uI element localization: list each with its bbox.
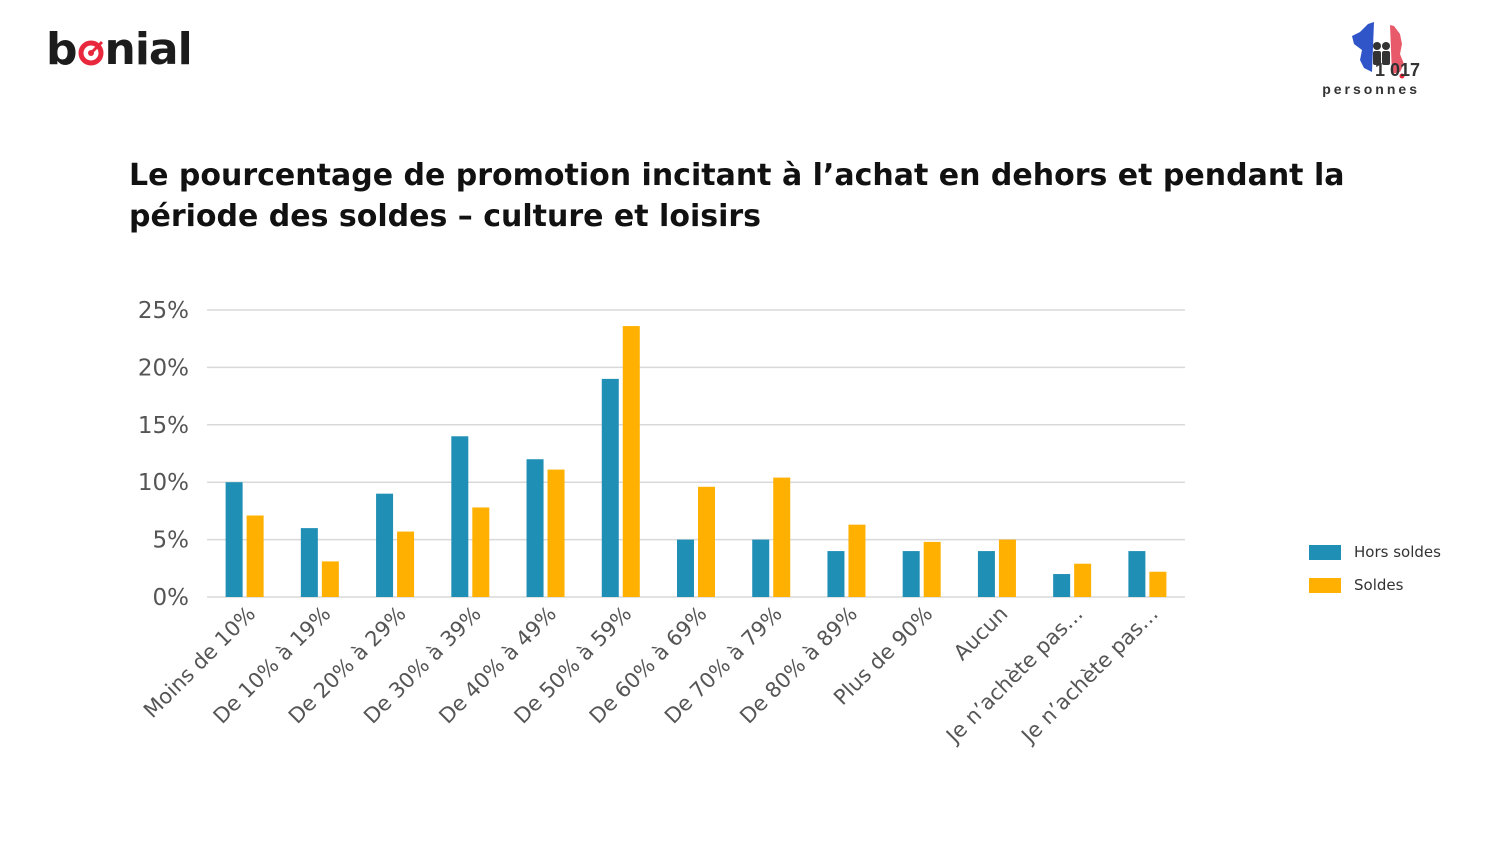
y-tick-label: 25% bbox=[138, 298, 189, 324]
y-tick-label: 15% bbox=[138, 413, 189, 439]
bar-soldes bbox=[698, 486, 715, 597]
bar-soldes bbox=[472, 507, 490, 597]
france-map-icon bbox=[1352, 20, 1405, 79]
x-category-label: Je n’achète pas… bbox=[940, 602, 1087, 749]
bar-soldes bbox=[622, 326, 640, 597]
bar-hors-soldes bbox=[752, 539, 770, 597]
y-tick-label: 0% bbox=[153, 585, 190, 611]
bar-soldes bbox=[321, 561, 339, 597]
bar-hors-soldes bbox=[977, 551, 995, 597]
sample-size-badge: 1 017 personnes bbox=[1310, 20, 1460, 100]
bar-hors-soldes bbox=[451, 436, 469, 597]
bar-soldes bbox=[246, 515, 264, 597]
bonial-logo: b nial bbox=[46, 24, 193, 75]
x-category-label: Je n’achète pas… bbox=[1016, 602, 1163, 749]
bar-soldes bbox=[547, 469, 565, 597]
legend-label-hors-soldes: Hors soldes bbox=[1354, 543, 1441, 561]
legend-swatch-soldes bbox=[1309, 578, 1341, 593]
respondent-label: personnes bbox=[1322, 81, 1420, 97]
y-tick-label: 20% bbox=[138, 355, 189, 381]
legend-label-soldes: Soldes bbox=[1354, 576, 1404, 594]
bar-hors-soldes bbox=[601, 378, 619, 597]
bar-soldes bbox=[923, 541, 941, 597]
respondent-count: 1 017 bbox=[1374, 60, 1420, 80]
bar-soldes bbox=[998, 539, 1016, 597]
bar-soldes bbox=[848, 524, 866, 597]
bar-hors-soldes bbox=[1053, 574, 1071, 597]
bar-hors-soldes bbox=[677, 539, 694, 597]
bar-hors-soldes bbox=[1128, 551, 1146, 597]
logo-text-start: b bbox=[46, 24, 77, 75]
bar-soldes bbox=[397, 531, 415, 597]
bar-hors-soldes bbox=[376, 493, 394, 597]
target-icon bbox=[78, 40, 103, 66]
bar-hors-soldes bbox=[526, 459, 544, 597]
bar-hors-soldes bbox=[827, 551, 845, 597]
legend-swatch-hors-soldes bbox=[1309, 545, 1341, 560]
bar-hors-soldes bbox=[300, 528, 318, 597]
x-category-label: Aucun bbox=[949, 602, 1013, 666]
logo-text-end: nial bbox=[104, 24, 193, 75]
bar-soldes bbox=[1149, 571, 1167, 597]
y-tick-label: 10% bbox=[138, 470, 189, 496]
chart-title: Le pourcentage de promotion incitant à l… bbox=[129, 158, 1345, 234]
bar-hors-soldes bbox=[902, 551, 920, 597]
bar-soldes bbox=[773, 477, 791, 597]
bar-hors-soldes bbox=[225, 482, 243, 597]
bar-soldes bbox=[1074, 563, 1092, 597]
y-tick-label: 5% bbox=[153, 528, 190, 554]
